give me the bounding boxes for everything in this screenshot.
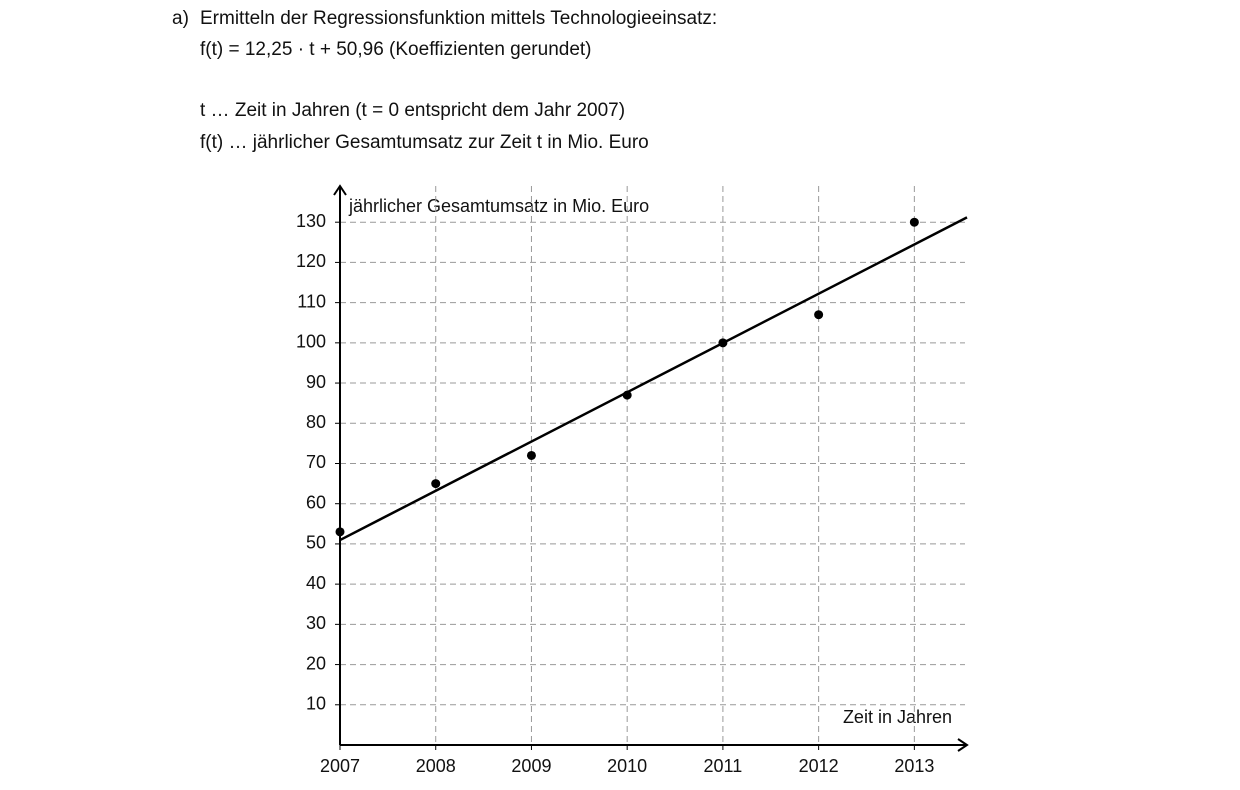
y-tick-label: 10	[306, 694, 326, 714]
data-point	[431, 479, 441, 489]
text-line: t … Zeit in Jahren (t = 0 entspricht dem…	[200, 100, 625, 121]
x-tick-label: 2007	[320, 756, 360, 776]
y-tick-label: 30	[306, 613, 326, 633]
y-tick-label: 90	[306, 372, 326, 392]
y-axis-arrow	[333, 184, 347, 196]
x-axis-arrow	[957, 738, 969, 752]
data-point	[335, 527, 345, 537]
y-tick-label: 110	[297, 291, 326, 311]
y-tick-label: 20	[306, 653, 326, 673]
data-point	[526, 450, 536, 460]
text-line: f(t) … jährlicher Gesamtumsatz zur Zeit …	[200, 132, 649, 153]
y-tick-label: 60	[306, 492, 326, 512]
x-tick-label: 2009	[511, 756, 551, 776]
x-tick-label: 2013	[894, 756, 934, 776]
data-point	[909, 217, 919, 227]
y-axis-label: jährlicher Gesamtumsatz in Mio. Euro	[348, 196, 649, 216]
x-tick-label: 2011	[704, 756, 743, 776]
chart: 10 20 30 40 50 60 70 80 90 100 110 120 130 2007 2008 20…	[296, 184, 969, 776]
x-tick-label: 2008	[416, 756, 456, 776]
y-tick-label: 120	[296, 251, 326, 271]
y-tick-label: 80	[306, 412, 326, 432]
y-tick-label: 130	[296, 211, 326, 231]
y-tick-label: 100	[296, 332, 326, 352]
item-label: a)	[172, 8, 189, 29]
data-point	[814, 310, 824, 320]
text-line: f(t) = 12,25 · t + 50,96 (Koeffizienten …	[200, 39, 592, 60]
y-tick-label: 50	[306, 533, 326, 553]
text-line: Ermitteln der Regressionsfunktion mittel…	[200, 8, 717, 29]
y-tick-label: 70	[306, 452, 326, 472]
x-tick-label: 2010	[607, 756, 647, 776]
regression-line	[339, 216, 968, 542]
y-tick-label: 40	[306, 573, 326, 593]
x-axis-label: Zeit in Jahren	[843, 707, 952, 727]
x-tick-label: 2012	[799, 756, 839, 776]
